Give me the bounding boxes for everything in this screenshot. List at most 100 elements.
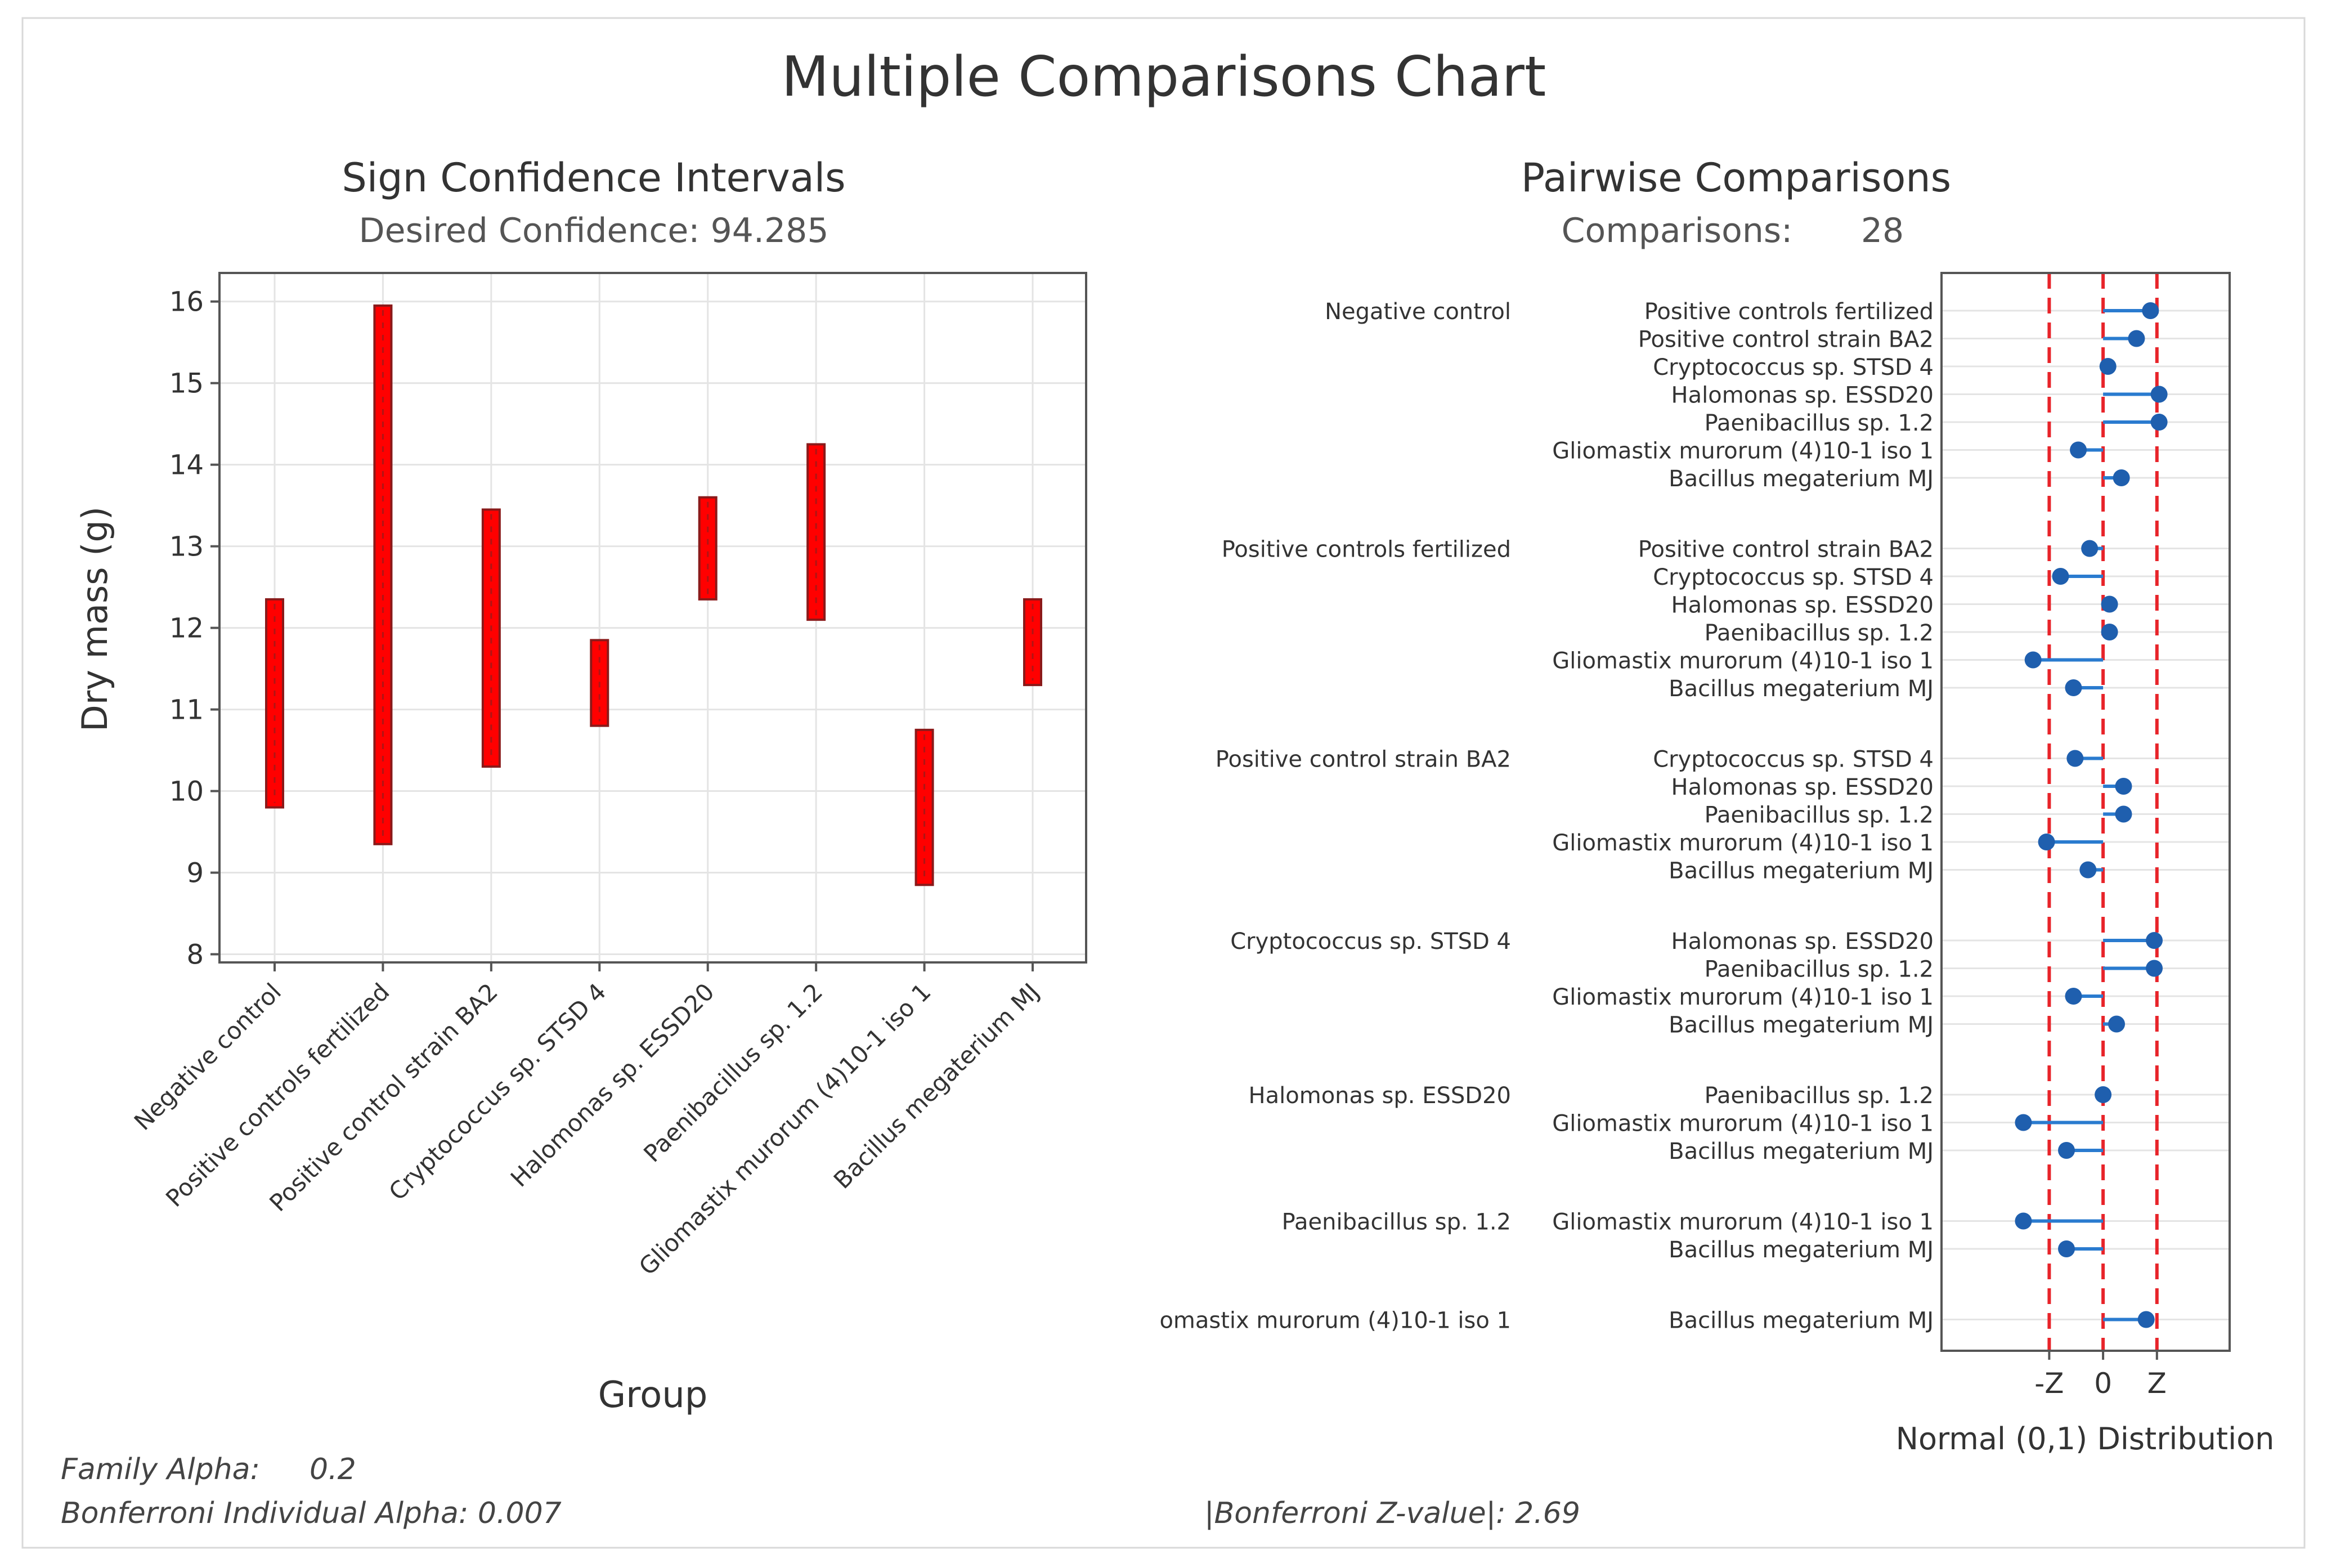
comparison-label: Halomonas sp. ESSD20 <box>1671 383 1934 409</box>
left-plot-area <box>219 273 1086 962</box>
comparison-label: Positive controls fertilized <box>1644 299 1934 325</box>
confidence-interval-bar <box>698 496 718 601</box>
comparison-point <box>2137 1311 2155 1328</box>
comparison-label: Gliomastix murorum (4)10-1 iso 1 <box>1552 438 1934 464</box>
comparison-label: Bacillus megaterium MJ <box>1669 858 1934 884</box>
right-panel-subtitle-label: Comparisons: <box>1562 211 1793 250</box>
comparison-point <box>2015 1114 2032 1131</box>
x-tick-label: Bacillus megaterium MJ <box>828 978 1044 1194</box>
comparison-point <box>2079 861 2097 879</box>
comparison-point <box>2115 805 2132 823</box>
x-tick-label: -Z <box>2034 1367 2064 1400</box>
comparison-point <box>2150 414 2168 431</box>
comparison-point <box>2066 750 2084 767</box>
bonferroni-z-value: |Bonferroni Z-value|: 2.69 <box>1204 1497 1580 1530</box>
x-tick-label: Halomonas sp. ESSD20 <box>505 978 720 1192</box>
group-label: Positive controls fertilized <box>1222 537 1511 563</box>
comparison-point <box>2150 386 2168 403</box>
right-panel-title: Pairwise Comparisons <box>1521 155 1951 201</box>
y-tick-label: 8 <box>186 939 204 971</box>
y-tick-label: 10 <box>169 776 204 808</box>
comparison-point <box>2070 441 2087 459</box>
comparison-label: Paenibacillus sp. 1.2 <box>1705 957 1934 983</box>
x-tick-label: Paenibacillus sp. 1.2 <box>638 978 828 1167</box>
right-x-axis-title: Normal (0,1) Distribution <box>1896 1421 2275 1457</box>
comparison-label: Halomonas sp. ESSD20 <box>1671 929 1934 955</box>
y-tick-label: 11 <box>169 695 204 726</box>
comparison-point <box>2108 1015 2126 1033</box>
comparison-label: Cryptococcus sp. STSD 4 <box>1653 565 1934 590</box>
comparison-point <box>2065 679 2082 696</box>
comparison-label: Bacillus megaterium MJ <box>1669 676 1934 702</box>
comparison-label: Bacillus megaterium MJ <box>1669 1013 1934 1038</box>
right-plot-frame <box>1940 272 2231 1352</box>
x-tick-label: Positive control strain BA2 <box>264 978 503 1217</box>
comparison-label: Positive control strain BA2 <box>1638 537 1934 563</box>
figure-border <box>21 17 2306 1549</box>
left-panel-subtitle: Desired Confidence: 94.285 <box>358 211 828 250</box>
comparison-label: Positive control strain BA2 <box>1638 327 1934 353</box>
comparison-point <box>2099 358 2117 375</box>
comparison-point <box>2101 624 2118 640</box>
comparison-label: Gliomastix murorum (4)10-1 iso 1 <box>1552 1209 1934 1235</box>
comparison-label: Paenibacillus sp. 1.2 <box>1705 410 1934 436</box>
comparison-point <box>2101 595 2118 613</box>
comparison-label: Gliomastix murorum (4)10-1 iso 1 <box>1552 1111 1934 1137</box>
comparison-label: Paenibacillus sp. 1.2 <box>1705 620 1934 646</box>
comparison-point <box>2065 988 2082 1005</box>
comparison-point <box>2058 1240 2075 1257</box>
family-alpha-value: 0.2 <box>310 1453 356 1486</box>
y-tick-label: 9 <box>186 858 204 889</box>
x-tick-label: Z <box>2147 1367 2167 1400</box>
y-tick-label: 13 <box>169 531 204 563</box>
comparison-point <box>2058 1142 2075 1159</box>
x-tick-label: Cryptococcus sp. STSD 4 <box>383 978 611 1206</box>
group-label: Negative control <box>1325 299 1511 325</box>
chart-title: Multiple Comparisons Chart <box>782 45 1546 109</box>
y-tick-label: 16 <box>169 286 204 318</box>
y-tick-label: 14 <box>169 450 204 481</box>
comparison-label: Gliomastix murorum (4)10-1 iso 1 <box>1552 830 1934 856</box>
x-tick-label: 0 <box>2094 1367 2112 1400</box>
comparison-point <box>2095 1086 2112 1103</box>
comparison-point <box>2146 932 2163 949</box>
right-plot-area <box>1942 273 2230 1351</box>
group-label: Cryptococcus sp. STSD 4 <box>1230 929 1511 955</box>
comparison-label: Paenibacillus sp. 1.2 <box>1705 1083 1934 1109</box>
comparison-point <box>2052 568 2069 585</box>
comparison-label: Bacillus megaterium MJ <box>1669 1139 1934 1164</box>
comparison-label: Paenibacillus sp. 1.2 <box>1705 803 1934 828</box>
comparison-point <box>2024 651 2042 669</box>
comparison-label: Halomonas sp. ESSD20 <box>1671 774 1934 800</box>
y-tick-label: 12 <box>169 613 204 644</box>
x-tick-label: Positive controls fertilized <box>160 978 394 1212</box>
comparison-point <box>2081 540 2099 557</box>
left-panel-title: Sign Confidence Intervals <box>342 155 845 201</box>
comparison-label: Cryptococcus sp. STSD 4 <box>1653 355 1934 380</box>
comparison-point <box>2142 302 2159 319</box>
family-alpha-label: Family Alpha: <box>61 1453 260 1486</box>
group-label: Positive control strain BA2 <box>1216 747 1511 773</box>
left-plot-frame <box>218 272 1087 964</box>
comparison-point <box>2015 1212 2032 1230</box>
comparison-point <box>2038 834 2055 850</box>
comparison-point <box>2115 778 2132 795</box>
comparison-label: Gliomastix murorum (4)10-1 iso 1 <box>1552 648 1934 674</box>
comparison-label: Halomonas sp. ESSD20 <box>1671 593 1934 619</box>
bonferroni-individual-alpha: Bonferroni Individual Alpha: 0.007 <box>61 1497 562 1530</box>
right-panel-subtitle-value: 28 <box>1861 211 1904 250</box>
left-x-axis-title: Group <box>598 1374 708 1416</box>
y-tick-label: 15 <box>169 368 204 400</box>
group-label: Halomonas sp. ESSD20 <box>1249 1083 1511 1109</box>
group-label: Paenibacillus sp. 1.2 <box>1282 1209 1511 1235</box>
comparison-point <box>2113 469 2130 486</box>
comparison-label: Gliomastix murorum (4)10-1 iso 1 <box>1552 984 1934 1010</box>
left-y-axis-title: Dry mass (g) <box>74 507 115 732</box>
comparison-label: Cryptococcus sp. STSD 4 <box>1653 747 1934 773</box>
comparison-label: Bacillus megaterium MJ <box>1669 466 1934 492</box>
comparison-point <box>2146 960 2163 977</box>
comparison-point <box>2128 330 2145 347</box>
